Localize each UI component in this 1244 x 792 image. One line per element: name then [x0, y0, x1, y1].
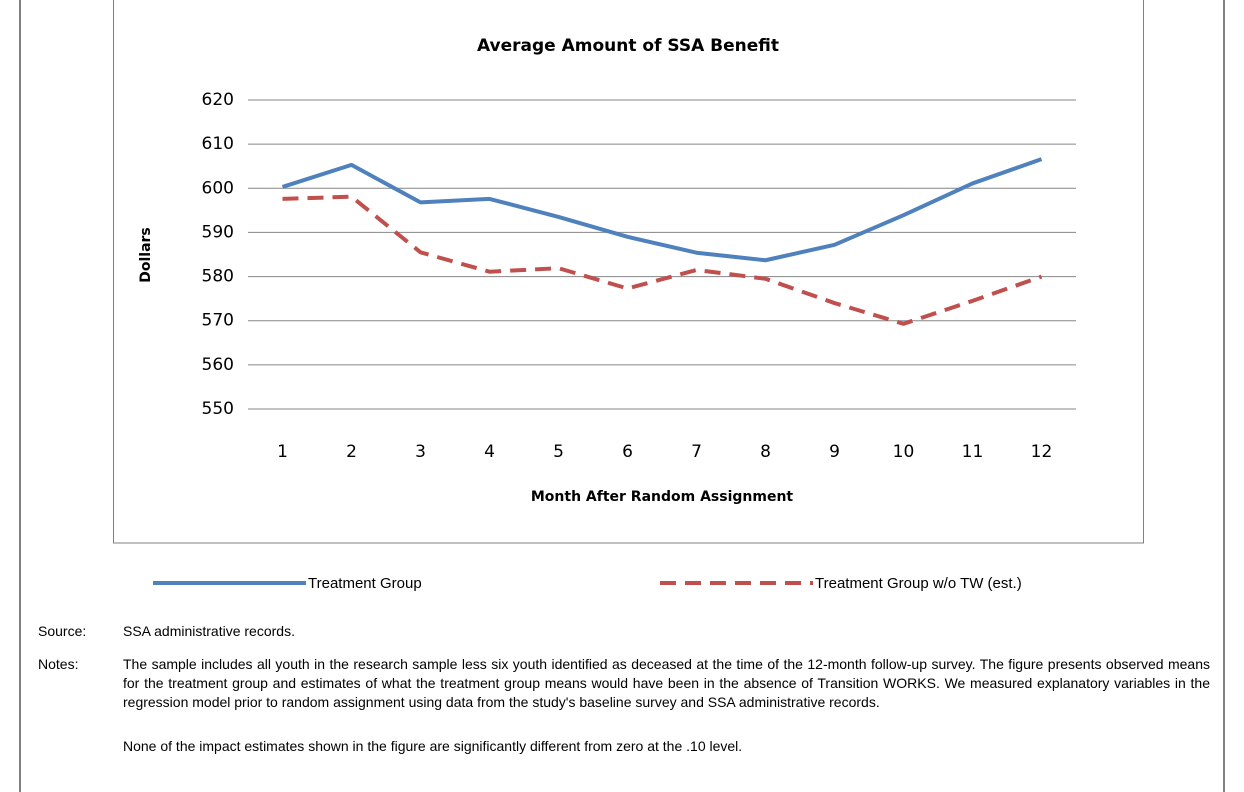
y-tick-label: 600 [202, 178, 234, 198]
x-tick-label: 1 [277, 442, 288, 462]
chart-title: Average Amount of SSA Benefit [477, 36, 779, 56]
notes-label: Notes: [38, 656, 79, 672]
x-tick-label: 11 [962, 442, 984, 462]
x-tick-label: 2 [346, 442, 357, 462]
x-axis-label: Month After Random Assignment [531, 489, 794, 505]
y-tick-label: 580 [202, 267, 234, 287]
chart-border [113, 0, 1144, 544]
y-axis-label: Dollars [138, 227, 154, 283]
source-text: SSA administrative records. [123, 623, 295, 639]
y-tick-label: 550 [202, 399, 234, 419]
y-tick-label: 590 [202, 222, 234, 242]
x-tick-label: 9 [829, 442, 840, 462]
y-tick-label: 610 [202, 134, 234, 154]
x-tick-label: 7 [691, 442, 702, 462]
notes-paragraph: None of the impact estimates shown in th… [123, 738, 743, 754]
series-line [282, 194, 1043, 326]
x-tick-label: 3 [415, 442, 426, 462]
notes-paragraph: The sample includes all youth in the res… [123, 656, 1210, 710]
x-tick-label: 8 [760, 442, 771, 462]
y-tick-label: 570 [202, 311, 234, 331]
source-label: Source: [38, 623, 87, 639]
x-tick-label: 6 [622, 442, 633, 462]
x-tick-label: 5 [553, 442, 564, 462]
y-tick-label: 560 [202, 355, 234, 375]
x-tick-label: 10 [893, 442, 915, 462]
legend-label: Treatment Group [308, 575, 422, 592]
x-tick-label: 4 [484, 442, 495, 462]
series-line [281, 157, 1043, 263]
y-tick-label: 620 [202, 90, 234, 110]
x-tick-label: 12 [1031, 442, 1053, 462]
legend-label: Treatment Group w/o TW (est.) [815, 575, 1022, 592]
